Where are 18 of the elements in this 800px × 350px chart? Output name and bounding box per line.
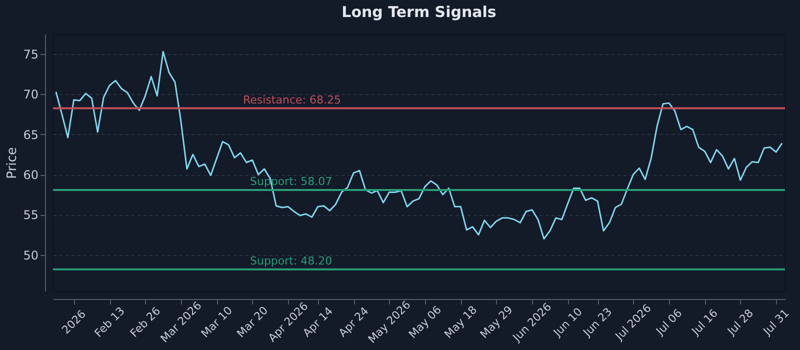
x-tick-label: Jul 16: [688, 306, 720, 338]
ref-line-label: Support: 48.20: [250, 254, 332, 268]
y-tick-label: 50: [23, 248, 38, 262]
x-tick-label: Jul 06: [652, 306, 685, 338]
y-tick-label: 70: [23, 88, 38, 102]
x-tick-label: Jul 31: [760, 306, 792, 338]
x-tick-label: Jul 28: [724, 306, 756, 338]
line-series: [55, 50, 783, 240]
x-tick-label: Feb 13: [92, 304, 128, 340]
y-axis-title: Price: [5, 147, 20, 179]
y-tick-label: 65: [23, 128, 38, 142]
y-tick-label: 60: [23, 168, 38, 182]
x-tick-label: Jun 23: [580, 305, 615, 340]
y-tick-label: 75: [23, 48, 38, 62]
y-tick-label: 55: [23, 208, 38, 222]
x-tick-label: Mar 20: [234, 304, 271, 340]
ref-line-label: Resistance: 68.25: [243, 93, 341, 106]
chart-title: Long Term Signals: [342, 3, 496, 21]
